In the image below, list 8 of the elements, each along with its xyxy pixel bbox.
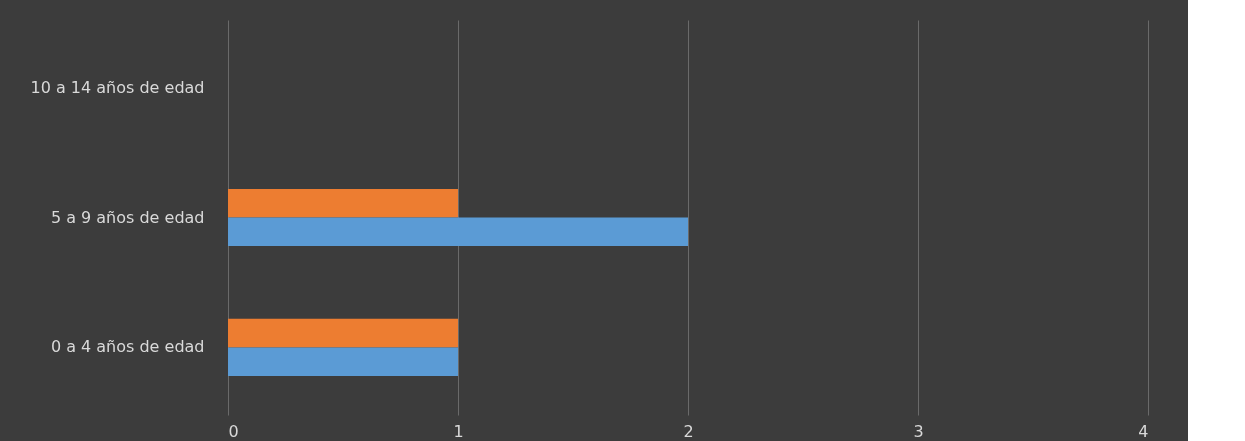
y-tick-label: 10 a 14 años de edad [30, 77, 205, 97]
x-tick-label: 1 [453, 421, 464, 441]
x-tick-label: 4 [1138, 421, 1149, 441]
y-tick-label: 5 a 9 años de edad [50, 207, 205, 227]
y-tick-label: 0 a 4 años de edad [50, 337, 205, 357]
x-tick-label: 2 [683, 421, 694, 441]
x-tick-label: 0 [228, 421, 239, 441]
x-tick-label: 3 [913, 421, 924, 441]
